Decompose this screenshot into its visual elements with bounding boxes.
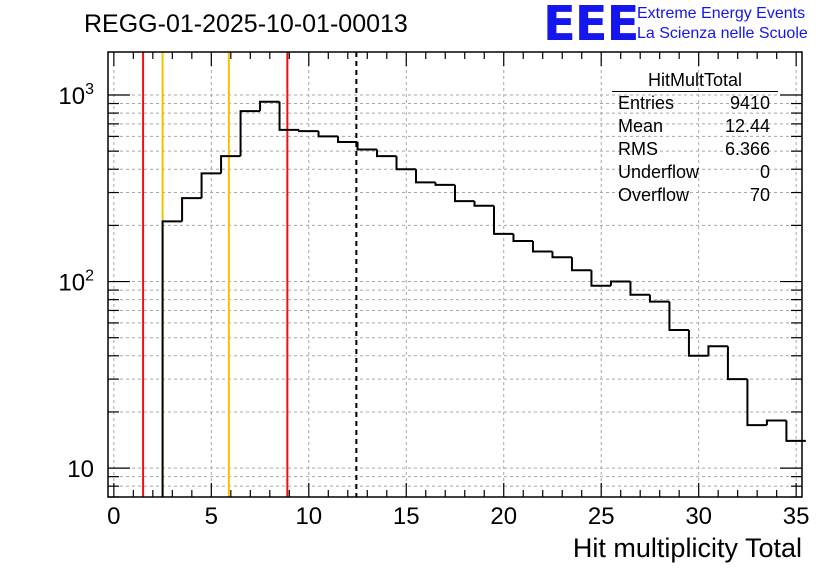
stats-row-overflow: Overflow 70 <box>610 184 778 207</box>
histogram-bin <box>317 131 339 138</box>
stats-value: 0 <box>759 162 770 182</box>
histogram-bin <box>609 280 631 286</box>
histogram-bin <box>687 329 709 357</box>
histogram-bin <box>492 205 514 235</box>
stats-row-underflow: Underflow 0 <box>610 161 778 184</box>
histogram-bin <box>454 184 475 203</box>
histogram-bin <box>473 201 494 207</box>
histogram-bin <box>259 100 280 112</box>
logo-caption: Extreme Energy Events La Scienza nelle S… <box>637 4 808 44</box>
stats-value: 9410 <box>729 93 770 113</box>
x-tick-label: 10 <box>295 503 322 530</box>
stats-row-mean: Mean 12.44 <box>610 115 778 138</box>
x-tick-label: 5 <box>205 503 218 530</box>
histogram-bin <box>278 101 300 131</box>
histogram-bin <box>726 346 748 381</box>
histogram-bin <box>648 294 670 303</box>
histogram-bin <box>181 197 202 222</box>
x-tick-label: 35 <box>783 503 810 530</box>
stats-label: Mean <box>618 116 664 136</box>
stats-label: Underflow <box>618 162 700 182</box>
stats-label: Overflow <box>618 185 690 205</box>
histogram-bin <box>298 129 319 133</box>
grid-layer <box>108 52 802 498</box>
histogram-bin <box>590 270 611 287</box>
y-tick-label: 102 <box>58 268 94 297</box>
histogram-bin <box>570 257 592 272</box>
histogram-bin <box>200 172 222 199</box>
stats-value: 12.44 <box>724 116 770 136</box>
chart-title: REGG-01-2025-10-01-00013 <box>84 10 408 38</box>
histogram-series <box>161 100 806 497</box>
histogram-bin <box>220 155 241 174</box>
histogram-bin <box>161 220 183 497</box>
histogram-bin <box>356 141 378 151</box>
histogram-bin <box>376 149 397 158</box>
axes: 0 5 10 15 20 25 30 35 10 102 103 <box>58 51 810 530</box>
stats-row-entries: Entries 9410 <box>610 92 778 115</box>
histogram-bin <box>629 281 650 296</box>
x-tick-label: 30 <box>685 503 712 530</box>
histogram-bin <box>551 251 572 259</box>
histogram-bin <box>415 169 436 184</box>
histogram-bin <box>531 240 553 253</box>
logo-caption-line2: La Scienza nelle Scuole <box>637 25 808 42</box>
stats-box: HitMultTotal Entries 9410 Mean 12.44 RMS… <box>610 70 778 207</box>
x-axis-label: Hit multiplicity Total <box>572 533 802 563</box>
stats-label: Entries <box>618 93 675 113</box>
x-tick-label: 20 <box>490 503 517 530</box>
histogram-bin <box>395 156 417 171</box>
histogram-bin <box>337 136 358 143</box>
histogram-bin <box>707 345 728 356</box>
logo-caption-line1: Extreme Energy Events <box>637 5 806 22</box>
y-tick-label: 10 <box>67 456 94 483</box>
histogram-bin <box>765 419 787 426</box>
marker-lines <box>142 52 358 497</box>
x-tick-label: 25 <box>588 503 615 530</box>
stats-label: RMS <box>618 139 658 159</box>
stats-value: 70 <box>749 185 770 205</box>
histogram-bin <box>668 301 689 331</box>
histogram-bin <box>746 379 767 427</box>
y-tick-label: 103 <box>58 81 94 110</box>
histogram-bin <box>512 233 533 242</box>
stats-row-rms: RMS 6.366 <box>610 138 778 161</box>
histogram-bin <box>239 110 261 157</box>
x-tick-label: 0 <box>107 503 120 530</box>
eee-logo: EEE <box>543 0 639 52</box>
stats-title: HitMultTotal <box>612 70 778 92</box>
histogram-bin <box>785 420 806 442</box>
stats-value: 6.366 <box>724 139 770 159</box>
histogram-bin <box>434 182 455 186</box>
x-tick-label: 15 <box>393 503 420 530</box>
plot-frame <box>107 51 803 498</box>
